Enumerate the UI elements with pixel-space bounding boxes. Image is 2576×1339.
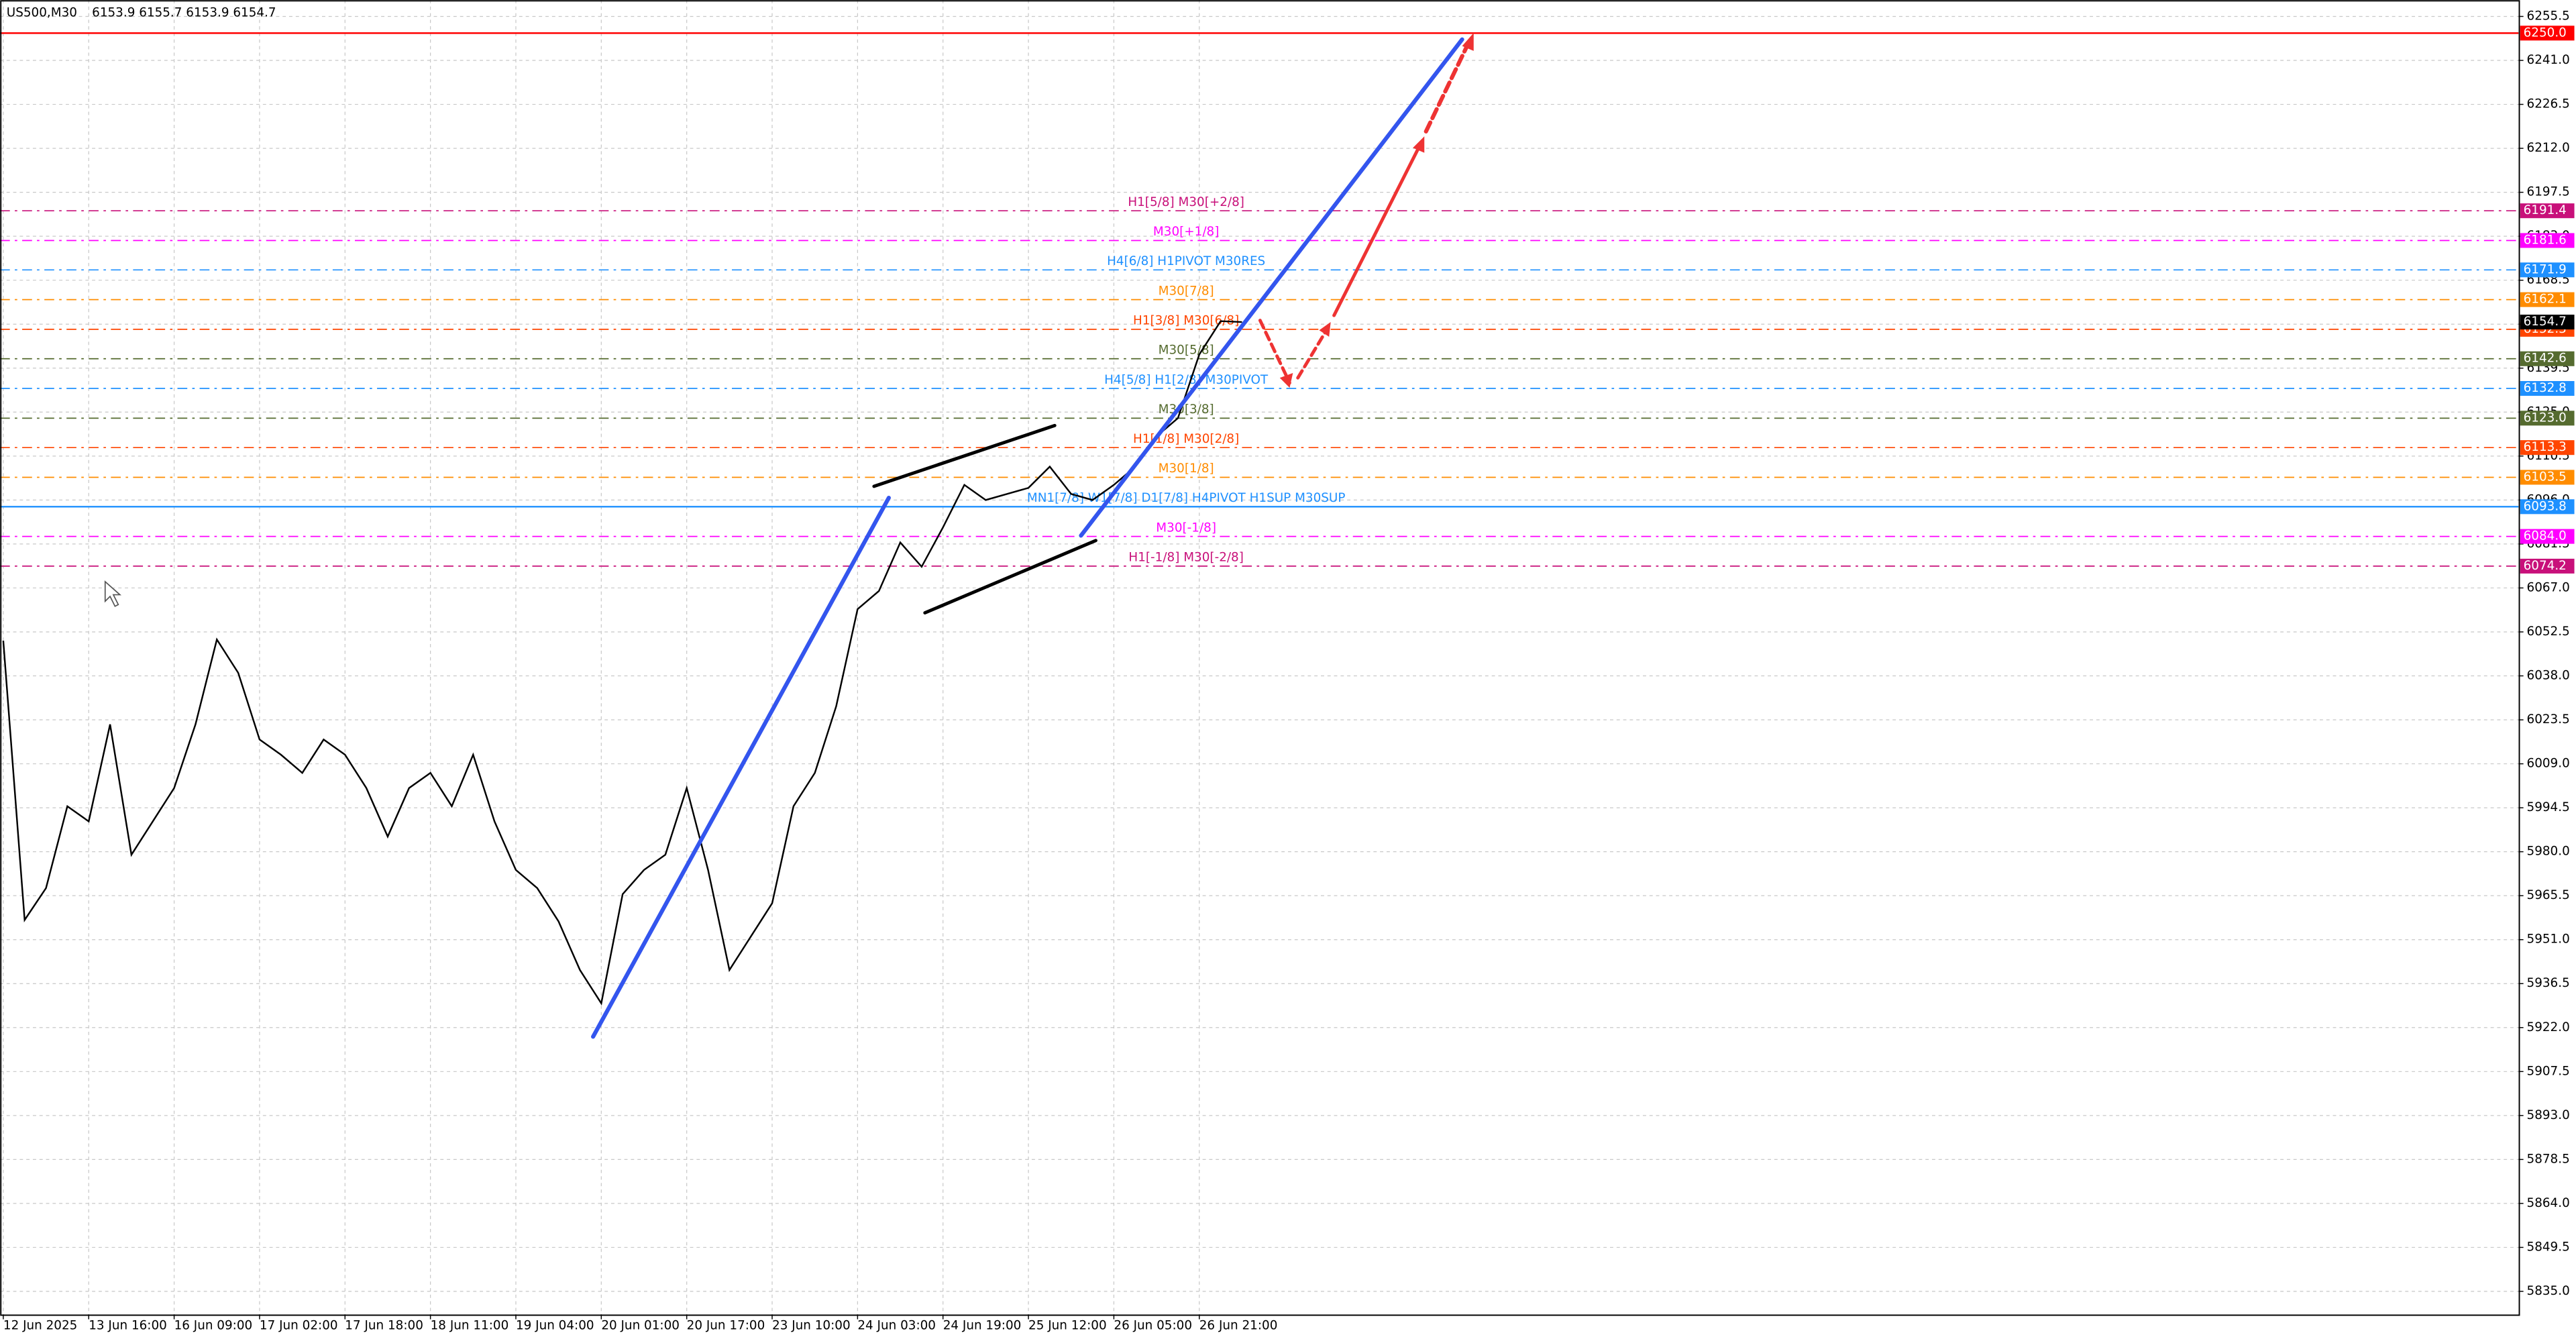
- trend-line: [1079, 37, 1464, 538]
- price-tag: [2520, 315, 2575, 330]
- price-tag-label: 6103.5: [2524, 470, 2567, 484]
- symbol: US500,M30: [7, 6, 77, 20]
- level-text: H4[5/8] H1[2/8] M30PIVOT: [1104, 373, 1269, 387]
- price-tag: [2520, 203, 2575, 219]
- price-tag: [2520, 262, 2575, 278]
- arrow-head: [1413, 136, 1425, 153]
- ohlc: 6153.9 6155.7 6153.9 6154.7: [92, 6, 276, 20]
- level-text: M30[-1/8]: [1156, 521, 1216, 535]
- projection: [1296, 327, 1330, 380]
- level-text: MN1[7/8] W1[7/8] D1[7/8] H4PIVOT H1SUP M…: [1027, 491, 1346, 505]
- price-tag: [2520, 292, 2575, 307]
- x-tick-label: 17 Jun 02:00: [260, 1318, 338, 1332]
- y-tick-label: 5994.5: [2527, 800, 2570, 814]
- y-tick-label: 5951.0: [2527, 932, 2570, 947]
- price-tag: [2520, 558, 2575, 574]
- grid: [0, 0, 2519, 1315]
- price-axis: 6255.56241.06226.56212.06197.56183.06168…: [3, 9, 2575, 1332]
- price-tag: [2520, 233, 2575, 248]
- y-tick-label: 5849.5: [2527, 1240, 2570, 1254]
- x-tick-label: 25 Jun 12:00: [1028, 1318, 1107, 1332]
- price-tag-label: 6250.0: [2524, 25, 2567, 40]
- y-tick-label: 6067.0: [2527, 580, 2570, 594]
- x-tick-label: 19 Jun 04:00: [516, 1318, 594, 1332]
- x-tick-label: 13 Jun 16:00: [89, 1318, 167, 1332]
- trend-line: [591, 496, 891, 1039]
- price-tag: [2520, 25, 2575, 41]
- y-tick-label: 5965.5: [2527, 888, 2570, 902]
- price-tag-label: 6171.9: [2524, 262, 2567, 276]
- channel-line: [872, 423, 1057, 488]
- projection: [1332, 144, 1421, 317]
- channel-line: [923, 539, 1097, 614]
- arrow-head: [1319, 322, 1331, 337]
- cursor: [104, 580, 122, 607]
- price-tag-label: 6132.8: [2524, 381, 2567, 395]
- level-text: H1[-1/8] M30[-2/8]: [1128, 551, 1244, 565]
- price-tag-label: 6142.6: [2524, 352, 2567, 366]
- price-tag-label: 6123.0: [2524, 411, 2567, 425]
- x-tick-label: 20 Jun 01:00: [601, 1318, 680, 1332]
- y-tick-label: 5864.0: [2527, 1196, 2570, 1210]
- y-tick-label: 6009.0: [2527, 757, 2570, 771]
- projection: [1424, 44, 1470, 133]
- annotations: [591, 32, 1474, 1039]
- x-tick-label: 24 Jun 03:00: [857, 1318, 936, 1332]
- y-tick-label: 6197.5: [2527, 185, 2570, 199]
- price-tag-label: 6162.1: [2524, 292, 2567, 307]
- price-tag-label: 6074.2: [2524, 559, 2567, 573]
- y-tick-label: 5922.0: [2527, 1020, 2570, 1034]
- price-tag-label: 6191.4: [2524, 203, 2567, 217]
- price-tag: [2520, 440, 2575, 456]
- x-tick-label: 18 Jun 11:00: [431, 1318, 509, 1332]
- level-text: H1[5/8] M30[+2/8]: [1128, 195, 1244, 209]
- level-text: H1[3/8] M30[6/8]: [1133, 314, 1239, 328]
- price-tag-label: 6113.3: [2524, 440, 2567, 454]
- price-tag-label: 6181.6: [2524, 233, 2567, 247]
- y-tick-label: 6226.5: [2527, 97, 2570, 111]
- x-tick-label: 23 Jun 10:00: [772, 1318, 851, 1332]
- x-tick-label: 20 Jun 17:00: [687, 1318, 765, 1332]
- price-line: [2, 320, 1242, 1006]
- x-tick-label: 16 Jun 09:00: [174, 1318, 253, 1332]
- y-tick-label: 5980.0: [2527, 845, 2570, 859]
- level-text: M30[1/8]: [1159, 462, 1214, 476]
- y-tick-label: 6038.0: [2527, 669, 2570, 683]
- price-tag: [2520, 470, 2575, 485]
- price-tag-label: 6084.0: [2524, 529, 2567, 543]
- projection: [1258, 319, 1291, 385]
- price-tag: [2520, 411, 2575, 426]
- y-tick-label: 6052.5: [2527, 625, 2570, 639]
- price-tag: [2520, 351, 2575, 366]
- plot-border: [0, 0, 2520, 1316]
- x-tick-label: 12 Jun 2025: [3, 1318, 77, 1332]
- level-text: M30[7/8]: [1159, 284, 1214, 298]
- y-tick-label: 5893.0: [2527, 1108, 2570, 1122]
- level-text: M30[3/8]: [1159, 403, 1214, 417]
- level-text: M30[+1/8]: [1153, 225, 1219, 239]
- x-tick-label: 24 Jun 19:00: [943, 1318, 1022, 1332]
- y-tick-label: 5936.5: [2527, 976, 2570, 990]
- y-tick-label: 5878.5: [2527, 1152, 2570, 1166]
- y-tick-label: 5835.0: [2527, 1284, 2570, 1298]
- price-tag: [2520, 529, 2575, 544]
- y-tick-label: 6212.0: [2527, 141, 2570, 155]
- arrow-head: [1462, 32, 1474, 51]
- y-tick-label: 6255.5: [2527, 9, 2570, 23]
- price-tag: [2520, 381, 2575, 396]
- series: [2, 320, 1242, 1006]
- x-tick-label: 26 Jun 05:00: [1114, 1318, 1192, 1332]
- arrow-head: [1279, 372, 1293, 388]
- level-text: H4[6/8] H1PIVOT M30RES: [1107, 254, 1265, 268]
- y-tick-label: 6023.5: [2527, 712, 2570, 727]
- x-tick-label: 17 Jun 18:00: [345, 1318, 423, 1332]
- price-tag-label: 6154.7: [2524, 315, 2567, 329]
- y-tick-label: 6241.0: [2527, 53, 2570, 67]
- price-tag-label: 6093.8: [2524, 499, 2567, 513]
- y-tick-label: 5907.5: [2527, 1064, 2570, 1078]
- price-tag: [2520, 499, 2575, 515]
- x-tick-label: 26 Jun 21:00: [1199, 1318, 1278, 1332]
